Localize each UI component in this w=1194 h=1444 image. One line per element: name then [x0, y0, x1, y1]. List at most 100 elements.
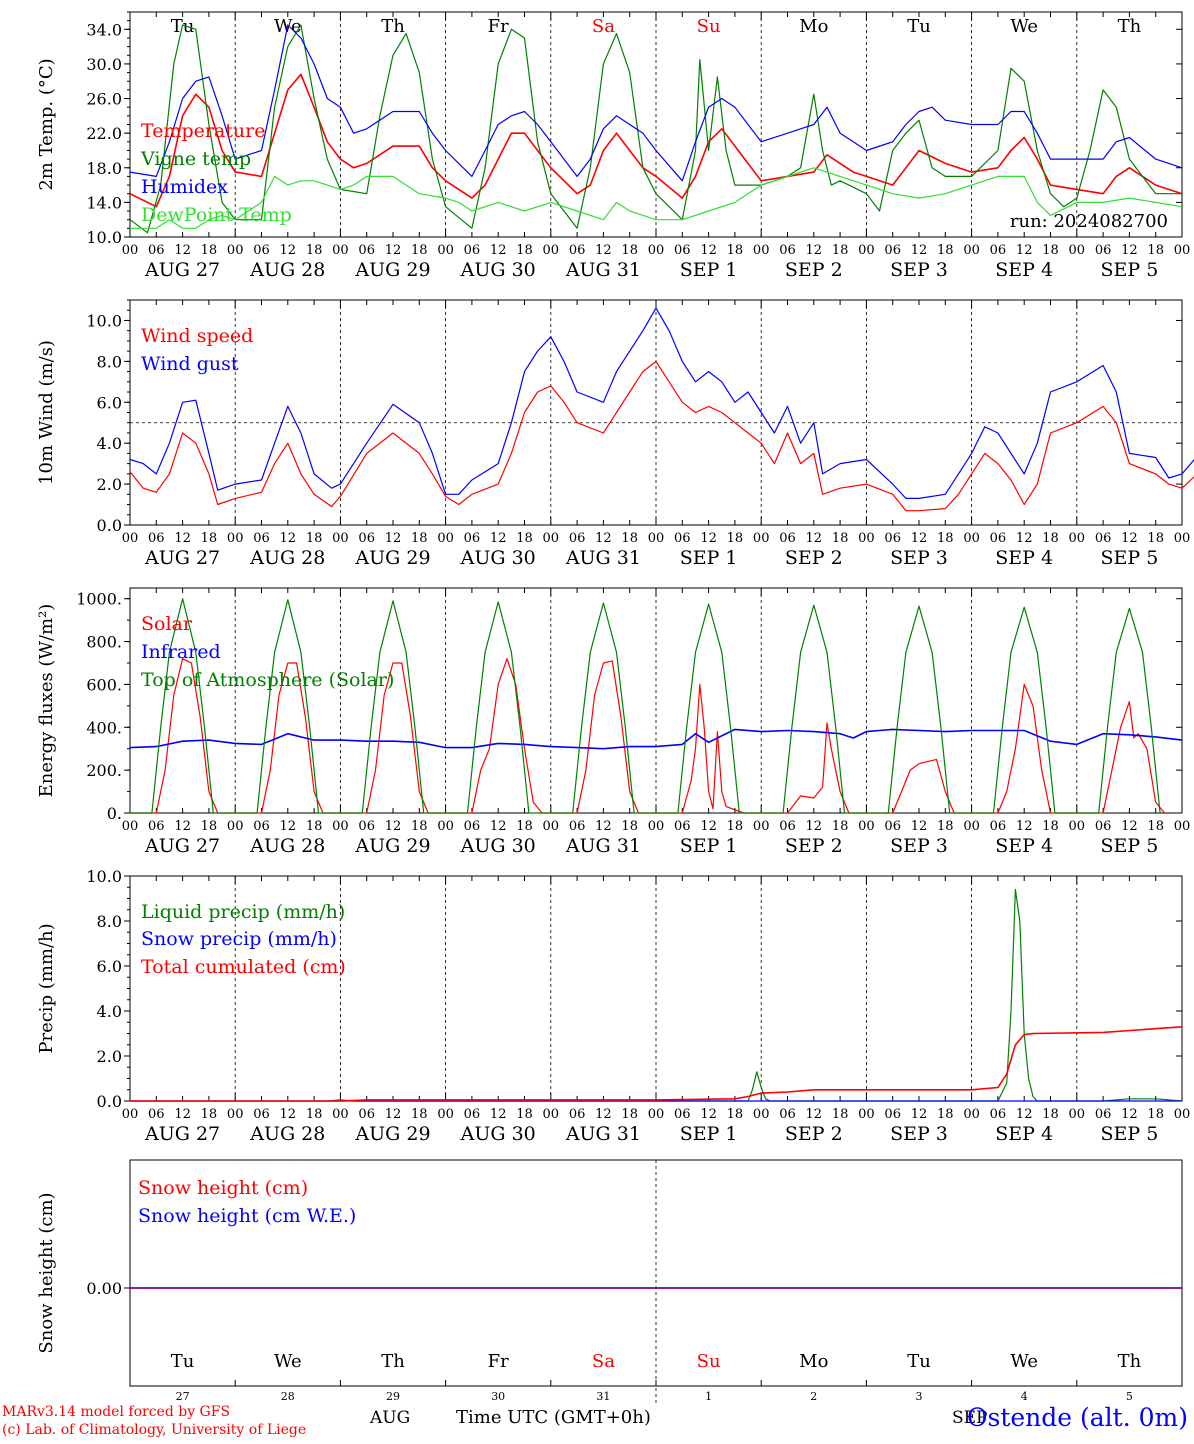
wind-hour-label: 18: [832, 531, 849, 546]
temperature-hour-label: 00: [122, 243, 139, 258]
energy-ytick-label: 800.: [86, 633, 122, 652]
energy-legend-entry: Top of Atmosphere (Solar): [141, 669, 394, 691]
wind-hour-label: 18: [937, 531, 954, 546]
precip-date-label: SEP 3: [890, 1123, 948, 1145]
energy-hour-label: 00: [648, 819, 665, 834]
energy-date-label: SEP 1: [680, 835, 738, 857]
temperature-hour-label: 12: [280, 243, 297, 258]
wind-hour-label: 18: [516, 531, 533, 546]
temperature-series-line: [130, 167, 1183, 229]
energy-hour-label: 12: [911, 819, 928, 834]
wind-hour-label: 06: [358, 531, 375, 546]
wind-hour-label: 18: [201, 531, 218, 546]
precip-hour-label: 00: [963, 1107, 980, 1122]
snow-day-number: 1: [705, 1390, 712, 1403]
wind-hour-label: 06: [253, 531, 270, 546]
wind-date-label: SEP 4: [995, 547, 1053, 569]
wind-ytick-label: 6.0: [97, 393, 122, 412]
temperature-hour-label: 18: [832, 243, 849, 258]
precip-legend-entry: Liquid precip (mm/h): [141, 901, 345, 923]
wind-hour-label: 18: [411, 531, 428, 546]
energy-date-label: SEP 5: [1100, 835, 1158, 857]
footer-lab: (c) Lab. of Climatology, University of L…: [2, 1422, 306, 1438]
snow-weekday-label: Th: [381, 1351, 405, 1372]
temperature-hour-label: 06: [779, 243, 796, 258]
wind-hour-label: 00: [437, 531, 454, 546]
snow-weekday-label: We: [274, 1351, 302, 1372]
energy-hour-label: 12: [280, 819, 297, 834]
temperature-hour-label: 12: [1016, 243, 1033, 258]
precip-hour-label: 12: [806, 1107, 823, 1122]
wind-ytick-label: 10.0: [86, 311, 122, 330]
precip-hour-label: 12: [595, 1107, 612, 1122]
temperature-legend-entry: Temperature: [141, 120, 265, 142]
wind-hour-label: 18: [306, 531, 323, 546]
energy-hour-label: 06: [779, 819, 796, 834]
temperature-hour-label: 06: [1095, 243, 1112, 258]
footer-time: Time UTC (GMT+0h): [456, 1407, 651, 1428]
temperature-hour-label: 00: [753, 243, 770, 258]
precip-date-label: AUG 27: [144, 1123, 220, 1145]
temperature-hour-label: 12: [911, 243, 928, 258]
energy-hour-label: 00: [1069, 819, 1086, 834]
energy-hour-label: 06: [464, 819, 481, 834]
wind-hour-label: 18: [621, 531, 638, 546]
energy-hour-label: 18: [621, 819, 638, 834]
temperature-hour-label: 18: [621, 243, 638, 258]
energy-ytick-label: 600.: [86, 675, 122, 694]
temperature-ylabel: 2m Temp. (°C): [36, 58, 57, 190]
energy-date-label: AUG 30: [460, 835, 536, 857]
energy-hour-label: 00: [122, 819, 139, 834]
wind-legend-entry: Wind speed: [141, 325, 253, 347]
wind-hour-label: 12: [595, 531, 612, 546]
energy-series-line: [130, 658, 1165, 814]
temperature-date-label: SEP 3: [890, 259, 948, 281]
precip-ytick-label: 8.0: [97, 912, 122, 931]
energy-frame: [129, 587, 1183, 814]
temperature-hour-label: 06: [569, 243, 586, 258]
precip-hour-label: 18: [832, 1107, 849, 1122]
energy-ytick-label: 0.: [107, 804, 122, 823]
energy-hour-label: 12: [490, 819, 507, 834]
weekday-label: Fr: [488, 16, 509, 37]
temperature-hour-label: 18: [306, 243, 323, 258]
temperature-hour-label: 00: [437, 243, 454, 258]
wind-hour-label: 12: [280, 531, 297, 546]
wind-date-label: SEP 2: [785, 547, 843, 569]
wind-hour-label: 06: [464, 531, 481, 546]
temperature-date-label: AUG 27: [144, 259, 220, 281]
precip-ytick-label: 0.0: [97, 1092, 122, 1111]
snow-day-number: 30: [491, 1390, 505, 1403]
energy-date-label: AUG 27: [144, 835, 220, 857]
temperature-legend-entry: DewPoint Temp: [141, 204, 292, 226]
wind-hour-label: 12: [911, 531, 928, 546]
precip-hour-label: 12: [280, 1107, 297, 1122]
energy-hour-label: 06: [884, 819, 901, 834]
wind-hour-label: 12: [490, 531, 507, 546]
temperature-ytick-label: 30.0: [86, 55, 122, 74]
temperature-hour-label: 18: [201, 243, 218, 258]
energy-hour-label: 00: [332, 819, 349, 834]
temperature-hour-label: 18: [727, 243, 744, 258]
precip-hour-label: 06: [1095, 1107, 1112, 1122]
snow-legend-entry: Snow height (cm): [138, 1177, 308, 1199]
precip-hour-label: 18: [621, 1107, 638, 1122]
precip-ytick-label: 4.0: [97, 1002, 122, 1021]
wind-frame: [129, 299, 1183, 526]
wind-hour-label: 00: [122, 531, 139, 546]
precip-hour-label: 12: [1016, 1107, 1033, 1122]
temperature-hour-label: 00: [1174, 243, 1191, 258]
energy-hour-label: 12: [385, 819, 402, 834]
wind-ytick-label: 0.0: [97, 516, 122, 535]
energy-hour-label: 00: [227, 819, 244, 834]
weekday-label: Th: [381, 16, 405, 37]
snow-day-number: 5: [1126, 1390, 1133, 1403]
energy-hour-label: 00: [963, 819, 980, 834]
precip-hour-label: 06: [148, 1107, 165, 1122]
temperature-date-label: SEP 1: [680, 259, 738, 281]
temperature-ytick-label: 26.0: [86, 90, 122, 109]
wind-date-label: SEP 1: [680, 547, 738, 569]
temperature-hour-label: 12: [700, 243, 717, 258]
footer-model: MARv3.14 model forced by GFS: [2, 1404, 230, 1420]
wind-date-label: AUG 28: [249, 547, 325, 569]
